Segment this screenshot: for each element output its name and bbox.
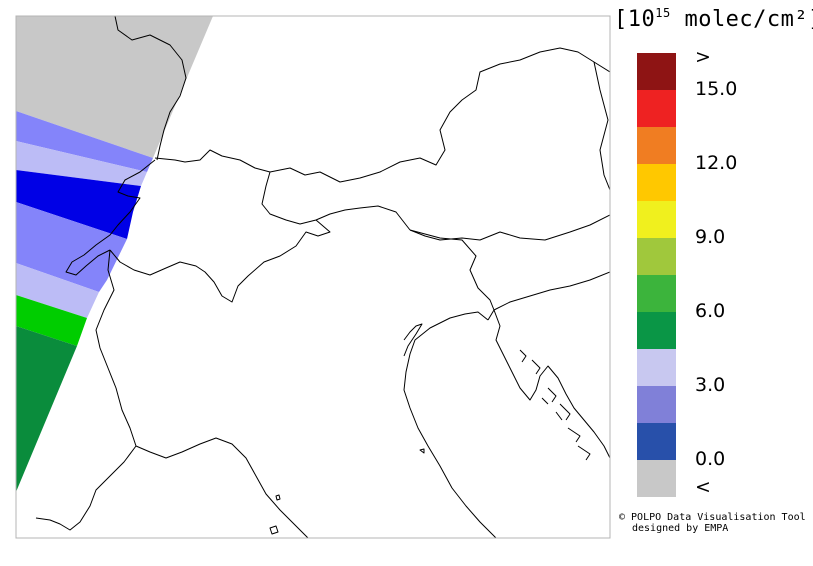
legend-swatch-13-5 — [637, 127, 676, 164]
border-lines — [35, 16, 610, 538]
coast-venice-lagoon — [403, 323, 423, 357]
credit-line-tool: © POLPO Data Visualisation Tool — [619, 512, 806, 523]
legend-swatch-15 — [637, 90, 676, 127]
legend-swatch-6 — [637, 312, 676, 349]
legend-tick-0: 0.0 — [695, 448, 726, 470]
legend-unit-label: [1015 molec/cm²] — [614, 6, 813, 32]
legend-tick-over: > — [695, 46, 711, 68]
swath-band-medium-blue — [16, 111, 153, 172]
border-switzerland-italy — [109, 219, 331, 303]
border-germany-austria — [269, 47, 610, 183]
legend-swatch-over — [637, 53, 676, 90]
swath-band-dark-green — [16, 326, 77, 492]
swath-band-deep-blue — [16, 170, 141, 239]
legend-tick-9: 9.0 — [695, 226, 726, 248]
swath-band-gray — [16, 16, 213, 158]
island-tiny — [419, 448, 425, 454]
swath-band-light-periwinkle-lower — [16, 263, 99, 318]
coast-liguria — [135, 437, 309, 538]
border-italy-slovenia — [409, 229, 495, 321]
legend-swatch-under — [637, 460, 676, 497]
legend-swatch-1-5 — [637, 423, 676, 460]
border-switzerland-austria — [261, 171, 317, 225]
swath-band-light-periwinkle — [16, 141, 147, 186]
island-elba — [269, 525, 279, 535]
legend-tick-12: 12.0 — [695, 152, 738, 174]
credit-line-designer: designed by EMPA — [632, 523, 729, 534]
swath-band-medium-blue-lower — [16, 202, 127, 292]
border-slovenia-croatia — [493, 271, 610, 311]
border-germany-switzerland — [154, 149, 271, 173]
legend-swatch-4-5 — [637, 349, 676, 386]
legend-tick-under: < — [695, 476, 711, 498]
coast-italy-adriatic — [403, 311, 497, 538]
island-small — [275, 494, 281, 501]
border-austria-south-east — [409, 214, 610, 241]
legend-swatch-10-5 — [637, 201, 676, 238]
legend-swatch-7-5 — [637, 275, 676, 312]
legend-tick-6: 6.0 — [695, 300, 726, 322]
coast-istria-croatia — [493, 309, 610, 459]
border-austria-east — [593, 61, 610, 191]
satellite-swath — [16, 16, 213, 492]
legend-tick-3: 3.0 — [695, 374, 726, 396]
border-switzerland-france — [65, 159, 156, 276]
border-france-italy — [35, 249, 137, 531]
legend-swatch-3 — [637, 386, 676, 423]
border-france-germany — [114, 16, 187, 161]
legend-swatch-12 — [637, 164, 676, 201]
swath-band-bright-green — [16, 295, 87, 346]
legend-color-bar — [637, 53, 676, 497]
legend-tick-15: 15.0 — [695, 78, 738, 100]
border-austria-italy — [315, 205, 411, 231]
map-frame — [15, 15, 611, 539]
legend-swatch-9 — [637, 238, 676, 275]
croatian-islands — [519, 349, 591, 461]
